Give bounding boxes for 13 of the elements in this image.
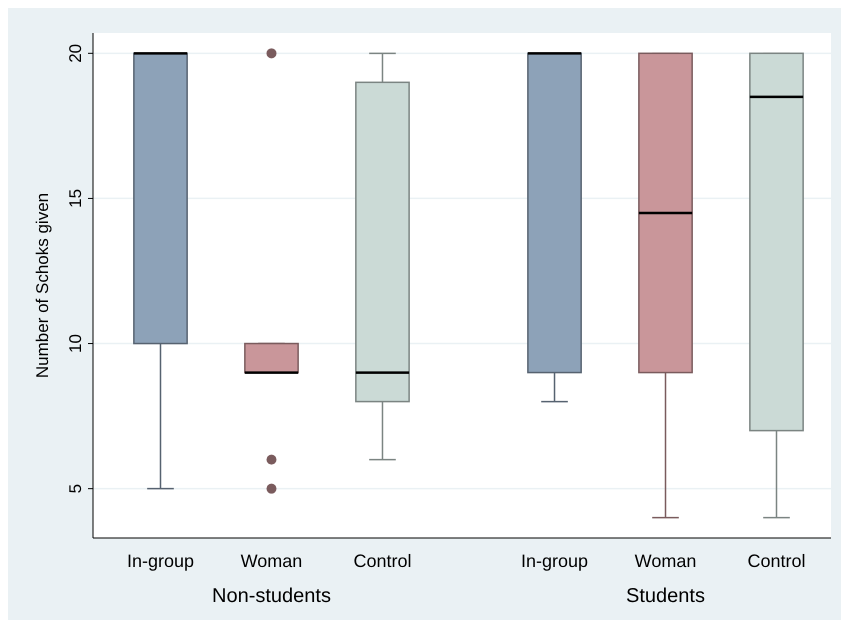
x-tick-label: Woman — [634, 551, 696, 571]
text: Non-students — [212, 585, 331, 607]
x-tick-label: In-group — [126, 551, 194, 571]
y-tick-label: 15 — [66, 188, 85, 208]
y-tick-label: 5 — [66, 484, 85, 494]
x-tick-label: Control — [353, 551, 412, 571]
text: Students — [626, 585, 705, 607]
x-tick-label: In-group — [520, 551, 588, 571]
y-tick-label: 10 — [66, 334, 85, 354]
x-tick-label: Control — [747, 551, 806, 571]
y-axis-title: Number of Schoks given — [33, 192, 52, 378]
x-tick-label: Woman — [240, 551, 302, 571]
y-tick-label: 20 — [66, 44, 85, 63]
